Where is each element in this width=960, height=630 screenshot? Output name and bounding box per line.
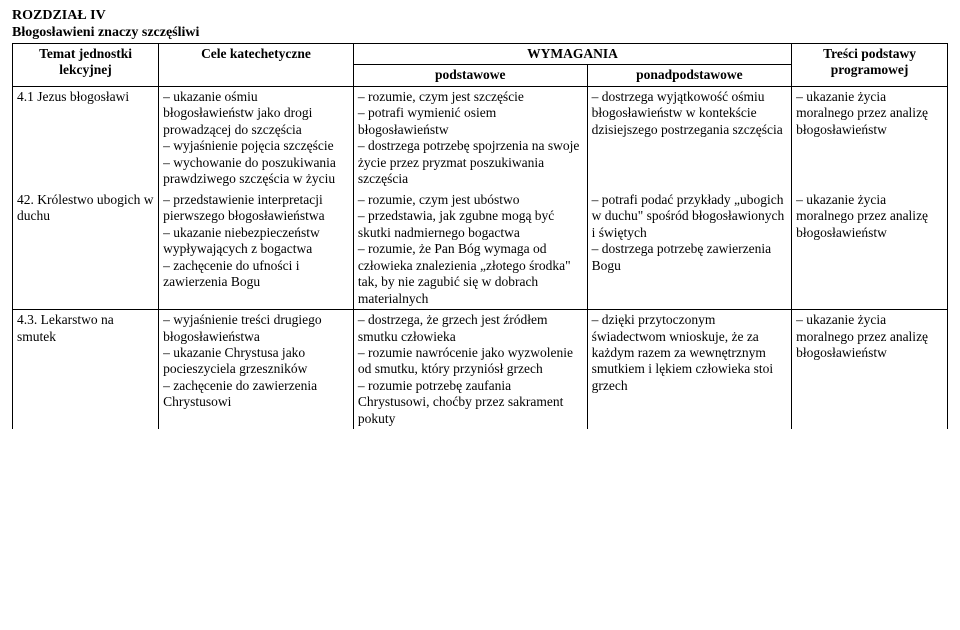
cell-temat: 4.1 Jezus błogosławi xyxy=(13,86,159,189)
cell-temat: 4.3. Lekarstwo na smutek xyxy=(13,310,159,430)
cell-tresci: – ukazanie życia moralnego przez analizę… xyxy=(792,86,948,189)
th-cele: Cele katechetyczne xyxy=(159,44,354,87)
th-wymagania: WYMAGANIA xyxy=(353,44,791,65)
cell-ponad: – dostrzega wyjątkowość ośmiu błogosławi… xyxy=(587,86,792,189)
cell-tresci: – ukazanie życia moralnego przez analizę… xyxy=(792,310,948,430)
table-row: 42. Królestwo ubogich w duchu – przedsta… xyxy=(13,190,948,310)
cell-tresci: – ukazanie życia moralnego przez analizę… xyxy=(792,190,948,310)
cell-cele: – ukazanie ośmiu błogosławieństw jako dr… xyxy=(159,86,354,189)
cell-temat: 42. Królestwo ubogich w duchu xyxy=(13,190,159,310)
cell-podstawowe: – rozumie, czym jest szczęście– potrafi … xyxy=(353,86,587,189)
th-tresci: Treści podstawy programowej xyxy=(792,44,948,87)
cell-cele: – wyjaśnienie treści drugiego błogosławi… xyxy=(159,310,354,430)
cell-podstawowe: – dostrzega, że grzech jest źródłem smut… xyxy=(353,310,587,430)
cell-cele: – przedstawienie interpretacji pierwszeg… xyxy=(159,190,354,310)
th-ponadpodstawowe: ponadpodstawowe xyxy=(587,65,792,86)
cell-ponad: – potrafi podać przykłady „ubogich w duc… xyxy=(587,190,792,310)
chapter-subtitle: Błogosławieni znaczy szczęśliwi xyxy=(12,25,948,41)
cell-ponad: – dzięki przytoczonym świadectwom wniosk… xyxy=(587,310,792,430)
th-temat: Temat jednostki lekcyjnej xyxy=(13,44,159,87)
table-row: 4.3. Lekarstwo na smutek – wyjaśnienie t… xyxy=(13,310,948,430)
th-podstawowe: podstawowe xyxy=(353,65,587,86)
curriculum-table: Temat jednostki lekcyjnej Cele katechety… xyxy=(12,43,948,429)
cell-podstawowe: – rozumie, czym jest ubóstwo– przedstawi… xyxy=(353,190,587,310)
table-row: 4.1 Jezus błogosławi – ukazanie ośmiu bł… xyxy=(13,86,948,189)
table-header-row-1: Temat jednostki lekcyjnej Cele katechety… xyxy=(13,44,948,65)
chapter-title: ROZDZIAŁ IV xyxy=(12,8,948,24)
